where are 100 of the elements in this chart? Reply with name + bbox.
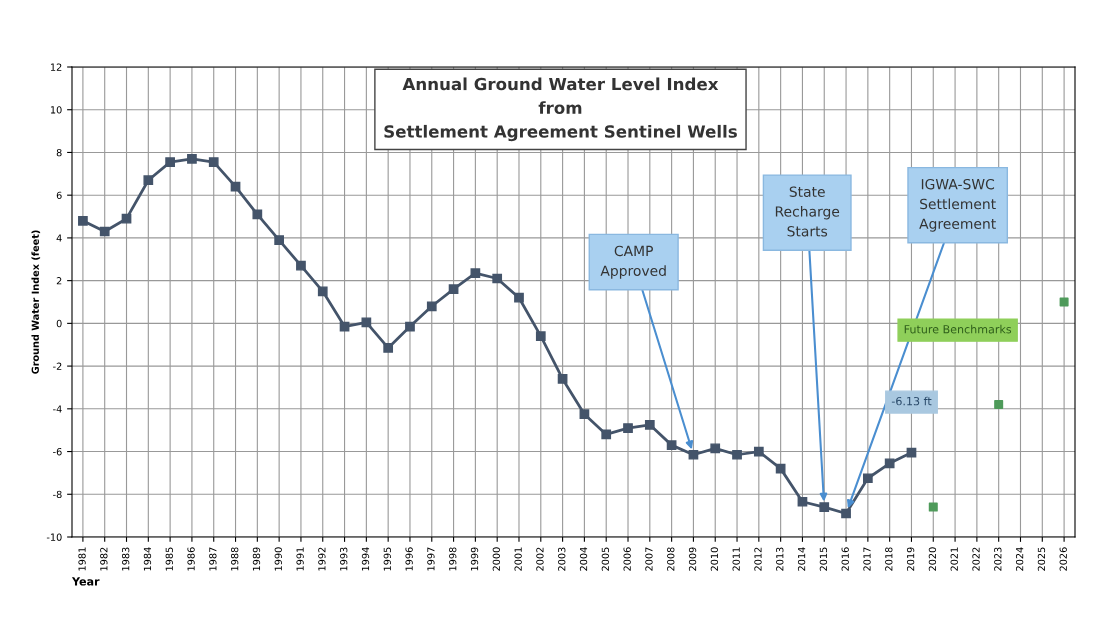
point: [928, 502, 938, 512]
point: [78, 215, 88, 226]
y-tick-label: -8: [53, 490, 62, 499]
x-tick-label: 2010: [710, 547, 719, 571]
y-tick-label: -2: [53, 362, 62, 370]
y-tick-label: 6: [56, 191, 62, 200]
point: [252, 209, 263, 220]
x-tick-label: 2006: [623, 547, 631, 571]
point: [361, 317, 372, 328]
x-tick-label: 2008: [667, 547, 675, 571]
point: [579, 409, 590, 420]
point: [317, 286, 328, 297]
x-axis-title: Year: [71, 577, 100, 586]
x-tick-label: 2003: [558, 547, 566, 571]
annotation: -6.13 ft: [891, 396, 932, 406]
x-tick-label: 2016: [841, 547, 849, 571]
annotation: IGWA-SWC Settlement Agreement: [919, 178, 996, 232]
x-tick-label: 1996: [405, 547, 413, 571]
x-tick-label: 2012: [754, 547, 762, 571]
x-tick-label: 2023: [994, 547, 1002, 571]
x-tick-label: 2021: [950, 547, 958, 571]
y-tick-label: -6: [53, 448, 62, 456]
point: [187, 154, 197, 164]
x-tick-label: 1999: [470, 547, 479, 571]
x-tick-label: 1991: [296, 547, 304, 571]
point: [143, 175, 154, 186]
x-tick-label: 2014: [797, 547, 806, 571]
point: [99, 226, 110, 237]
x-tick-label: 1995: [383, 547, 391, 571]
point: [710, 443, 721, 454]
x-tick-label: 1998: [449, 547, 457, 571]
y-tick-label: 0: [56, 319, 62, 328]
point: [819, 502, 830, 512]
y-tick-label: 4: [56, 234, 62, 242]
point: [666, 440, 677, 450]
x-tick-label: 2025: [1037, 547, 1046, 571]
y-tick-label: 12: [50, 63, 62, 71]
y-axis-title: Ground Water Index (feet): [31, 230, 41, 374]
x-tick-label: 1983: [121, 547, 130, 571]
point: [884, 458, 895, 469]
x-tick-label: 2022: [972, 547, 980, 571]
x-tick-label: 2015: [819, 547, 828, 571]
x-tick-label: 1984: [143, 547, 152, 571]
y-tick-label: -4: [53, 405, 62, 413]
point: [448, 284, 459, 295]
point: [426, 301, 437, 312]
point: [208, 157, 219, 167]
point: [296, 260, 306, 271]
x-tick-label: 1992: [318, 547, 326, 571]
point: [688, 449, 699, 460]
x-tick-label: 2026: [1059, 547, 1067, 571]
point: [557, 374, 568, 384]
x-tick-label: 2001: [514, 547, 522, 571]
point: [623, 423, 633, 433]
annotation: State Recharge Starts: [775, 186, 840, 237]
point: [862, 473, 873, 484]
x-tick-label: 1981: [78, 547, 86, 571]
y-tick-label: -10: [46, 533, 62, 541]
x-tick-label: 1982: [100, 547, 108, 571]
x-tick-label: 2019: [906, 547, 915, 571]
x-tick-label: 2007: [645, 547, 653, 571]
x-tick-label: 2020: [928, 547, 937, 571]
y-tick-label: 2: [56, 277, 62, 285]
y-tick-label: 8: [56, 148, 62, 157]
x-tick-label: 2018: [885, 547, 893, 571]
point: [274, 235, 285, 245]
point: [601, 429, 612, 440]
point: [165, 157, 175, 167]
x-tick-label: 2011: [732, 547, 740, 571]
point: [405, 321, 415, 332]
x-tick-label: 1994: [361, 547, 370, 571]
point: [383, 343, 394, 353]
annotation: Future Benchmarks: [904, 324, 1012, 334]
x-tick-label: 1997: [427, 547, 435, 571]
x-tick-label: 1989: [252, 547, 261, 571]
x-tick-label: 2005: [601, 547, 610, 571]
point: [753, 446, 764, 457]
point: [121, 213, 132, 224]
point: [492, 273, 503, 284]
x-tick-label: 2024: [1015, 547, 1024, 571]
point: [841, 508, 851, 519]
x-tick-label: 1990: [274, 547, 282, 571]
text: Annual Ground Water Level Index from Settlement Agreement Sentinel Wells: [384, 77, 737, 142]
x-tick-label: 2017: [863, 547, 871, 571]
x-tick-label: 1988: [231, 547, 239, 571]
x-tick-label: 2002: [536, 547, 544, 571]
x-tick-label: 2009: [688, 547, 697, 571]
x-tick-label: 2000: [492, 547, 501, 571]
x-tick-label: 1987: [209, 547, 217, 571]
point: [797, 496, 808, 507]
point: [775, 463, 786, 474]
x-tick-label: 1985: [165, 547, 173, 571]
x-tick-label: 2004: [579, 547, 588, 571]
point: [1059, 297, 1069, 307]
annotation: CAMP Approved: [600, 245, 666, 279]
point: [535, 331, 546, 342]
point: [470, 268, 481, 279]
point: [514, 292, 524, 303]
point: [644, 419, 655, 430]
point: [732, 449, 742, 460]
